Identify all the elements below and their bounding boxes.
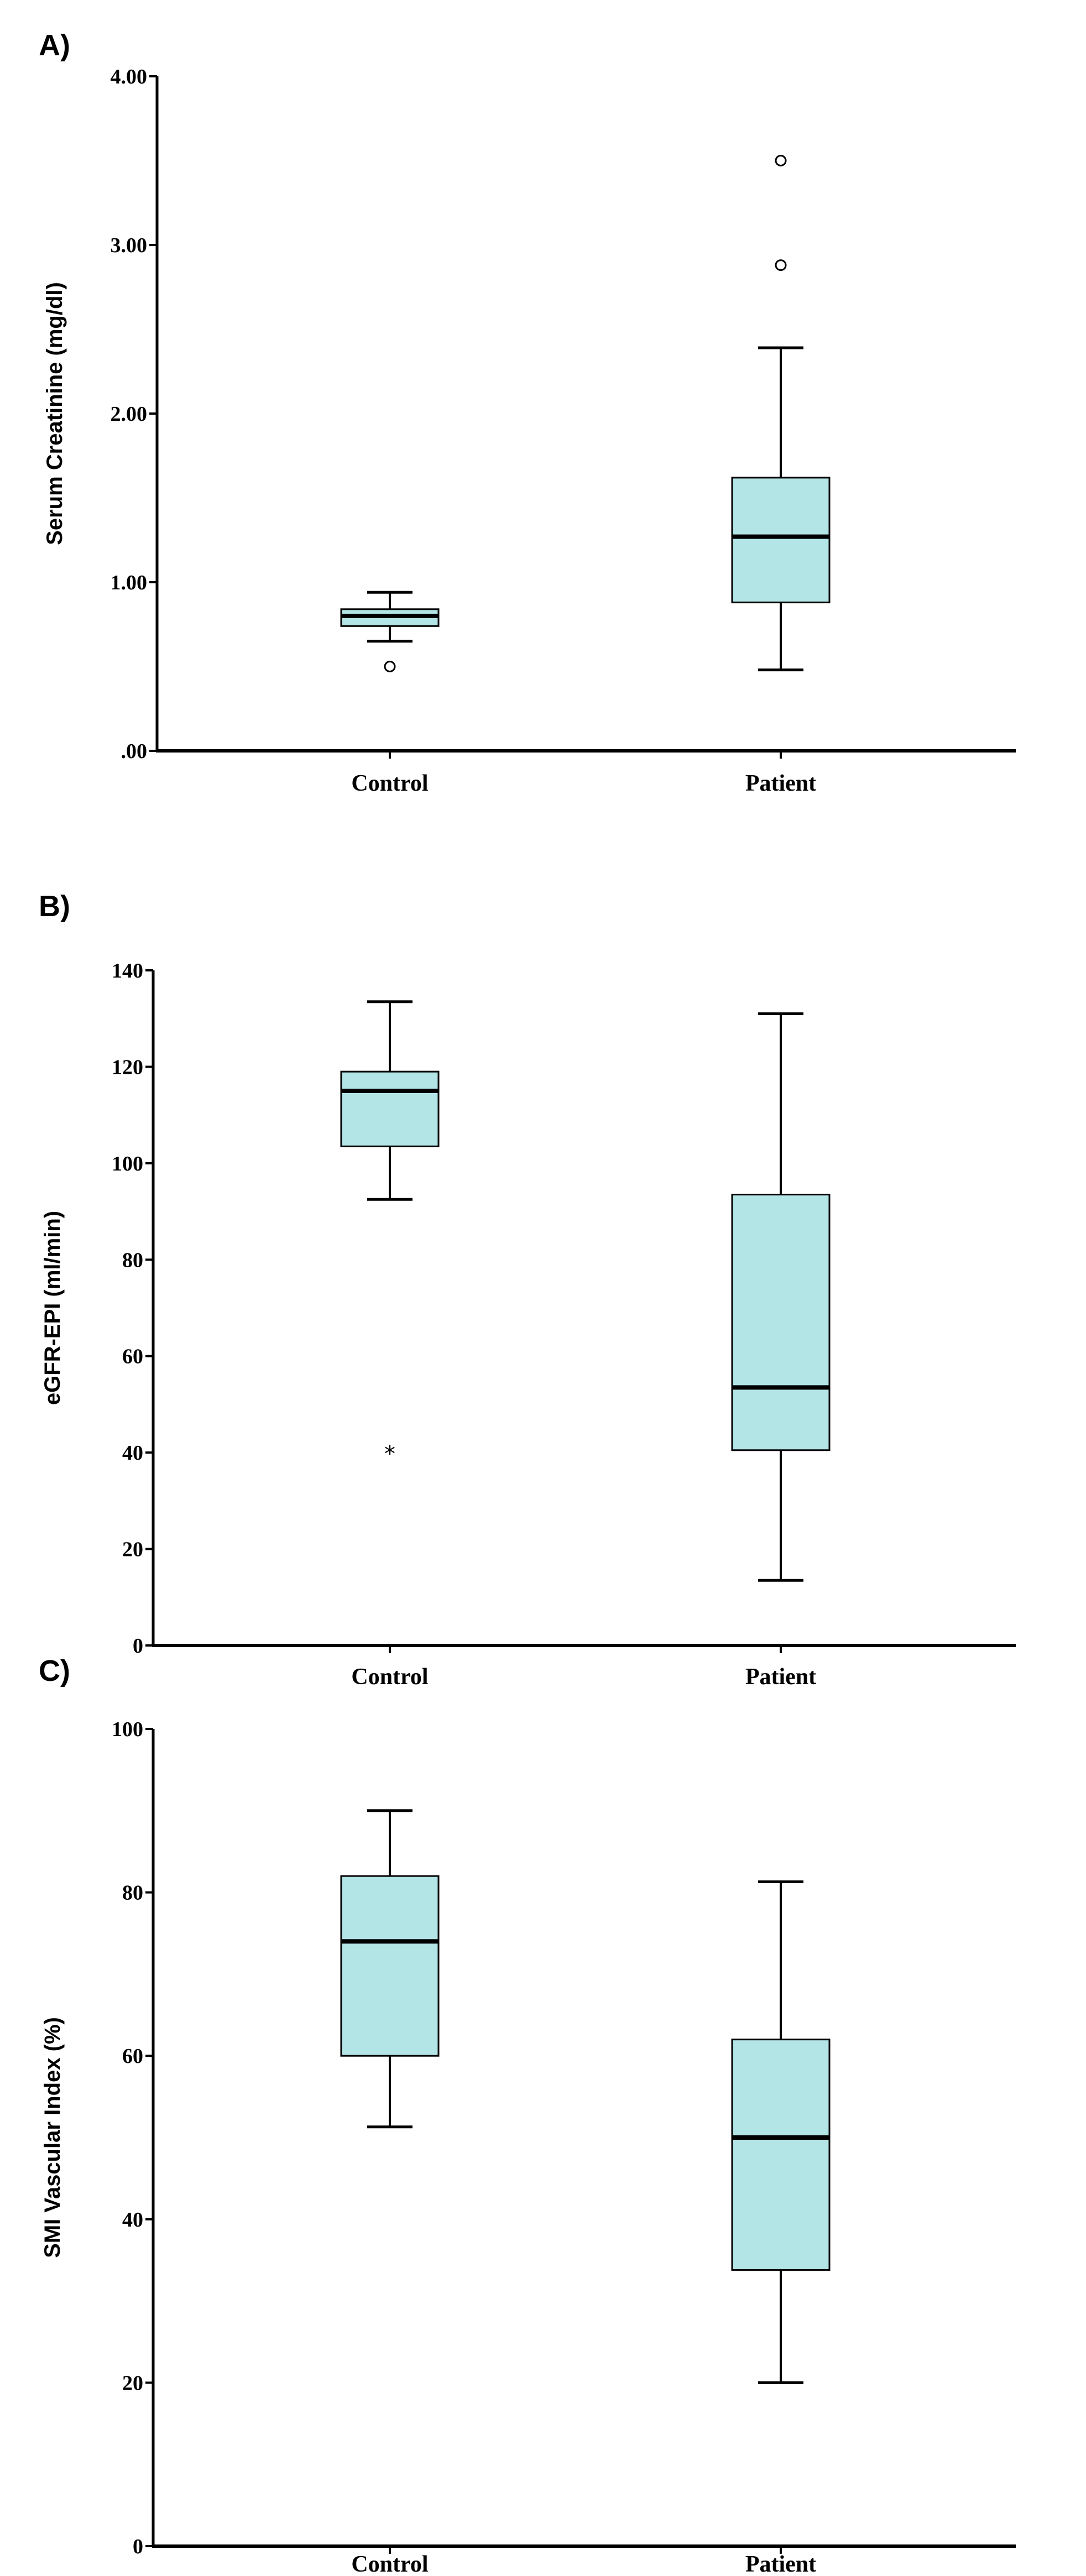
y-tick-label: 140 xyxy=(112,959,143,983)
y-tick-label: 80 xyxy=(122,1882,143,1905)
boxplot-panel: A) Serum Creatinine (mg/dl) .00 1.00 2.00 3.0… xyxy=(39,29,1016,796)
extreme-outlier-point: * xyxy=(384,1441,395,1467)
boxplot-panel: B) eGFR-EPI (ml/min) 0 20 40 60 80 100 120 140 Con… xyxy=(39,890,1016,1690)
y-tick-label: 80 xyxy=(122,1248,143,1272)
category-label: Control xyxy=(351,1664,428,1690)
y-tick-label: 0 xyxy=(133,1634,143,1658)
category-label: Patient xyxy=(745,771,816,796)
y-tick-label: .00 xyxy=(121,740,148,763)
iqr-box xyxy=(340,1875,440,2057)
y-axis-label: eGFR-EPI (ml/min) xyxy=(40,1211,65,1405)
y-tick-label: 2.00 xyxy=(111,403,148,426)
y-tick-label: 100 xyxy=(112,1152,143,1175)
panel-label: B) xyxy=(39,890,70,923)
y-tick-label: 0 xyxy=(133,2535,143,2558)
outlier-point xyxy=(775,155,787,166)
y-tick-label: 20 xyxy=(122,1538,143,1561)
category-label: Patient xyxy=(745,1664,816,1690)
outlier-point xyxy=(775,259,787,271)
y-tick-label: 3.00 xyxy=(111,234,148,257)
y-tick-label: 4.00 xyxy=(111,65,148,88)
iqr-box xyxy=(731,2039,831,2271)
y-tick-label: 1.00 xyxy=(111,571,148,594)
boxplot-panel: C) SMI Vascular Index (%) 0 20 40 60 80 100 Cont… xyxy=(39,1654,1016,2576)
panel-label: A) xyxy=(39,29,70,62)
iqr-box xyxy=(340,1070,440,1147)
category-label: Control xyxy=(351,771,428,796)
y-tick-label: 60 xyxy=(122,1345,143,1368)
category-label: Patient xyxy=(745,2552,816,2576)
panel-label: C) xyxy=(39,1654,70,1687)
y-tick-label: 20 xyxy=(122,2371,143,2395)
outlier-point xyxy=(384,661,396,672)
y-tick-label: 100 xyxy=(112,1718,143,1741)
iqr-box xyxy=(731,1194,831,1451)
y-tick-label: 60 xyxy=(122,2045,143,2068)
y-axis-label: SMI Vascular Index (%) xyxy=(40,2017,65,2258)
y-tick-label: 120 xyxy=(112,1056,143,1079)
y-axis-label: Serum Creatinine (mg/dl) xyxy=(43,282,67,545)
iqr-box xyxy=(731,477,831,604)
y-tick-label: 40 xyxy=(122,1441,143,1465)
category-label: Control xyxy=(351,2552,428,2576)
y-tick-label: 40 xyxy=(122,2208,143,2232)
